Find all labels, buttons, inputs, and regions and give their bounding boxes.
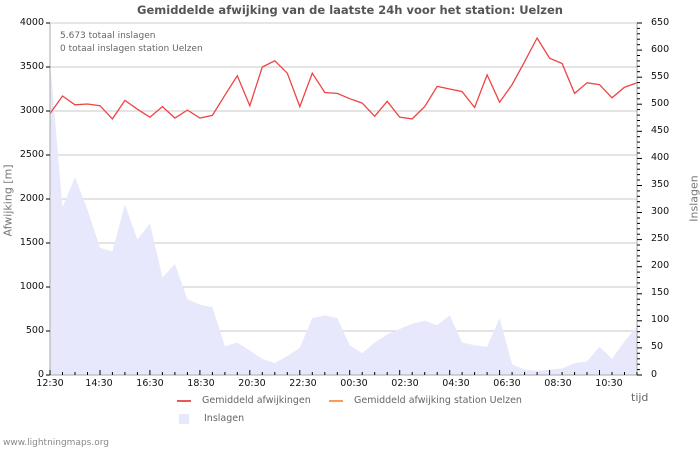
- legend-line-icon: [329, 399, 343, 402]
- chart-title: Gemiddelde afwijking van de laatste 24h …: [137, 3, 563, 17]
- left-tick: 3000: [19, 105, 44, 116]
- right-tick: 550: [651, 71, 670, 82]
- left-tick: 0: [37, 369, 44, 380]
- left-tick: 2500: [19, 149, 44, 160]
- left-tick: 1000: [19, 281, 44, 292]
- right-tick: 350: [651, 179, 670, 190]
- x-tick: 22:30: [289, 378, 317, 389]
- x-tick: 20:30: [238, 378, 266, 389]
- right-tick: 650: [651, 17, 670, 28]
- legend-label: Gemiddeld afwijkingen: [202, 395, 311, 406]
- left-tick: 500: [25, 325, 44, 336]
- x-tick: 10:30: [595, 378, 623, 389]
- axis-ticks: [46, 22, 642, 376]
- x-tick: 06:30: [493, 378, 521, 389]
- right-tick: 600: [651, 44, 670, 55]
- x-tick: 16:30: [136, 378, 164, 389]
- right-tick: 100: [651, 314, 670, 325]
- right-tick: 400: [651, 152, 670, 163]
- x-tick: 12:30: [36, 378, 64, 389]
- x-tick: 00:30: [340, 378, 368, 389]
- x-axis-label: tijd: [631, 391, 649, 404]
- x-tick: 04:30: [442, 378, 470, 389]
- right-tick: 200: [651, 260, 670, 271]
- right-tick: 450: [651, 125, 670, 136]
- x-tick: 18:30: [187, 378, 215, 389]
- legend-label: Inslagen: [204, 413, 245, 424]
- x-tick: 14:30: [85, 378, 113, 389]
- legend-label: Gemiddeld afwijking station Uelzen: [354, 395, 522, 406]
- left-tick: 3500: [19, 61, 44, 72]
- left-tick: 1500: [19, 237, 44, 248]
- left-tick: 2000: [19, 193, 44, 204]
- right-axis-label: Inslagen: [687, 175, 700, 222]
- footer-source: www.lightningmaps.org: [3, 438, 109, 448]
- right-tick: 0: [651, 369, 658, 380]
- total-strikes-text: 5.673 totaal inslagen: [60, 31, 156, 41]
- left-tick: 4000: [19, 17, 44, 28]
- legend-line-icon: [177, 399, 191, 402]
- x-tick: 02:30: [391, 378, 419, 389]
- right-tick: 300: [651, 206, 670, 217]
- legend-item-station-deviation: Gemiddeld afwijking station Uelzen: [329, 395, 522, 406]
- deviation-line: [49, 36, 638, 120]
- right-tick: 150: [651, 287, 670, 298]
- strikes-area: [50, 60, 637, 376]
- left-axis-label: Afwijking [m]: [1, 164, 15, 237]
- x-tick: 08:30: [544, 378, 572, 389]
- grid-lines: [50, 66, 637, 332]
- right-tick: 250: [651, 233, 670, 244]
- legend-item-strikes: Inslagen: [177, 413, 244, 424]
- legend-item-deviation: Gemiddeld afwijkingen: [177, 395, 311, 406]
- legend-box-icon: [179, 413, 189, 424]
- right-tick: 500: [651, 98, 670, 109]
- station-strikes-text: 0 totaal inslagen station Uelzen: [60, 44, 203, 54]
- summary-box: 5.673 totaal inslagen 0 totaal inslagen …: [60, 30, 203, 56]
- right-tick: 50: [651, 341, 664, 352]
